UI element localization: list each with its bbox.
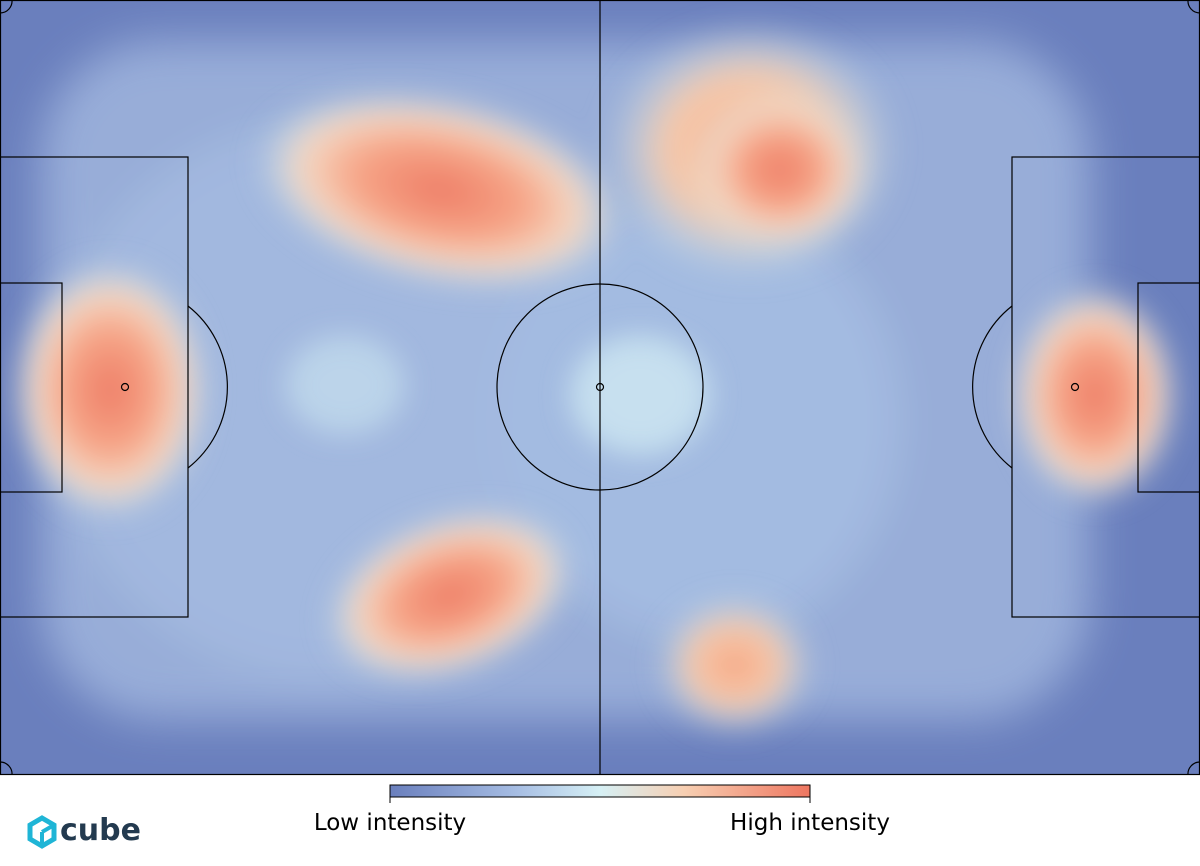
legend-high-label: High intensity: [730, 810, 890, 836]
logo: cube: [27, 813, 141, 849]
legend-low-label: Low intensity: [314, 810, 466, 836]
colorbar: Low intensity High intensity: [314, 784, 890, 836]
pitch-lines: [0, 0, 1200, 776]
logo-text: cube: [60, 813, 141, 848]
